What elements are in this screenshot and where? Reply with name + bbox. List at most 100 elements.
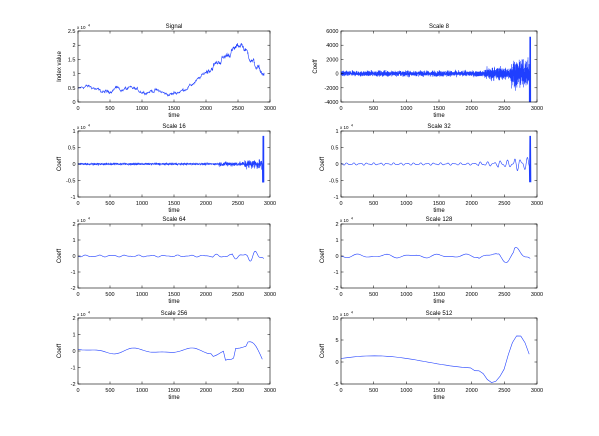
x-tick-label: 2500: [498, 201, 510, 207]
y-tick-label: 2.5: [68, 29, 76, 35]
subplot-scale-16: 0 500 1000 1500 2000 2500 3000 -1 -0.5 0 0.5 1x 10 4…: [57, 124, 276, 215]
y-tick-label: 2: [72, 316, 75, 322]
y-tick-label: 2000: [326, 57, 338, 63]
series-line: [340, 247, 531, 263]
x-tick-label: 500: [369, 201, 378, 207]
y-tick-label: 1.5: [68, 57, 76, 63]
y-tick-label: -5: [334, 382, 339, 388]
x-tick-label: 1500: [168, 201, 180, 207]
x-tick-label: 500: [369, 292, 378, 298]
exponent-power: 4: [351, 124, 353, 128]
x-tick-label: 3000: [264, 388, 276, 394]
series-line: [77, 43, 265, 97]
y-tick-label: -1: [334, 195, 339, 201]
x-tick-label: 1500: [168, 388, 180, 394]
subplot-scale-64: 0 500 1000 1500 2000 2500 3000 -2 -1 0 1 2x 10 4 Scal…: [57, 217, 276, 306]
series-line: [340, 335, 530, 383]
x-tick-label: 0: [76, 201, 79, 207]
y-tick-label: -1: [334, 270, 339, 276]
y-tick-label: 0: [335, 254, 338, 260]
subplot-signal: 0 500 1000 1500 2000 2500 3000 0 0.5 1 1.5 2 2.5x 10…: [57, 24, 276, 120]
x-tick-label: 500: [105, 292, 114, 298]
y-tick-label: -2: [71, 382, 76, 388]
x-tick-label: 3000: [264, 201, 276, 207]
y-axis-label: Coeff: [57, 249, 63, 264]
y-axis-label: Coeff: [320, 249, 326, 264]
y-axis-label: Coeff: [57, 157, 63, 172]
x-tick-label: 1500: [433, 106, 445, 112]
x-tick-label: 3000: [531, 201, 543, 207]
series-line: [77, 250, 265, 262]
x-tick-label: 2000: [200, 292, 212, 298]
y-tick-label: -0.5: [66, 179, 75, 185]
y-tick-label: 1: [72, 72, 75, 78]
exponent-power: 4: [88, 217, 90, 221]
x-tick-label: 1000: [400, 292, 412, 298]
x-tick-label: 2500: [232, 292, 244, 298]
exponent-power: 4: [351, 311, 353, 315]
x-tick-label: 0: [76, 106, 79, 112]
x-tick-label: 2000: [466, 201, 478, 207]
x-tick-label: 2000: [200, 388, 212, 394]
y-tick-label: -2: [334, 286, 339, 292]
x-tick-label: 500: [369, 388, 378, 394]
x-tick-label: 2000: [200, 106, 212, 112]
x-axis-label: time: [433, 299, 445, 305]
axes-box: [340, 30, 538, 103]
y-tick-label: 0: [72, 100, 75, 106]
exponent-power: 4: [88, 124, 90, 128]
subplot-title: Scale 256: [161, 311, 188, 317]
x-axis-label: time: [168, 113, 180, 119]
x-tick-label: 500: [105, 106, 114, 112]
x-tick-label: 1000: [136, 292, 148, 298]
x-axis-label: time: [168, 208, 180, 214]
y-tick-label: -1: [71, 195, 76, 201]
y-tick-label: 0: [335, 360, 338, 366]
x-tick-label: 2500: [498, 106, 510, 112]
subplot-scale-256: 0 500 1000 1500 2000 2500 3000 -2 -1 0 1 2x 10 4 Scal…: [57, 311, 276, 402]
y-tick-label: 6000: [326, 29, 338, 35]
y-axis-label: Coeff: [57, 344, 63, 359]
x-tick-label: 500: [105, 201, 114, 207]
y-tick-label: -2000: [324, 86, 338, 92]
x-tick-label: 3000: [531, 388, 543, 394]
y-axis-label: Coeff: [320, 157, 326, 172]
axes-box: [77, 317, 271, 385]
series-line: [341, 135, 532, 183]
x-tick-label: 0: [76, 388, 79, 394]
subplot-title: Scale 512: [426, 311, 453, 317]
y-tick-label: -1: [71, 366, 76, 372]
y-tick-label: 0.5: [68, 86, 76, 92]
x-tick-label: 2500: [232, 201, 244, 207]
x-tick-label: 2000: [466, 388, 478, 394]
exponent-label: x 10: [340, 312, 349, 317]
exponent-label: x 10: [77, 125, 86, 130]
y-tick-label: 0: [72, 254, 75, 260]
x-tick-label: 2500: [498, 388, 510, 394]
subplot-title: Signal: [166, 24, 183, 30]
exponent-label: x 10: [340, 125, 349, 130]
x-tick-label: 1500: [433, 292, 445, 298]
y-tick-label: -2: [71, 286, 76, 292]
x-tick-label: 1500: [168, 292, 180, 298]
y-tick-label: 1: [72, 129, 75, 135]
y-tick-label: 2: [72, 222, 75, 228]
y-tick-label: 0.5: [331, 146, 339, 152]
x-tick-label: 500: [369, 106, 378, 112]
x-tick-label: 3000: [264, 106, 276, 112]
subplot-title: Scale 8: [429, 24, 450, 30]
x-axis-label: time: [433, 208, 445, 214]
y-tick-label: 2: [335, 222, 338, 228]
exponent-label: x 10: [340, 218, 349, 223]
y-tick-label: 10: [332, 316, 338, 322]
exponent-power: 4: [88, 311, 90, 315]
x-tick-label: 0: [339, 292, 342, 298]
y-tick-label: 0.5: [68, 146, 76, 152]
x-tick-label: 2500: [498, 292, 510, 298]
y-tick-label: 0: [335, 162, 338, 168]
exponent-label: x 10: [77, 312, 86, 317]
x-axis-label: time: [168, 299, 180, 305]
subplot-title: Scale 16: [162, 124, 186, 130]
